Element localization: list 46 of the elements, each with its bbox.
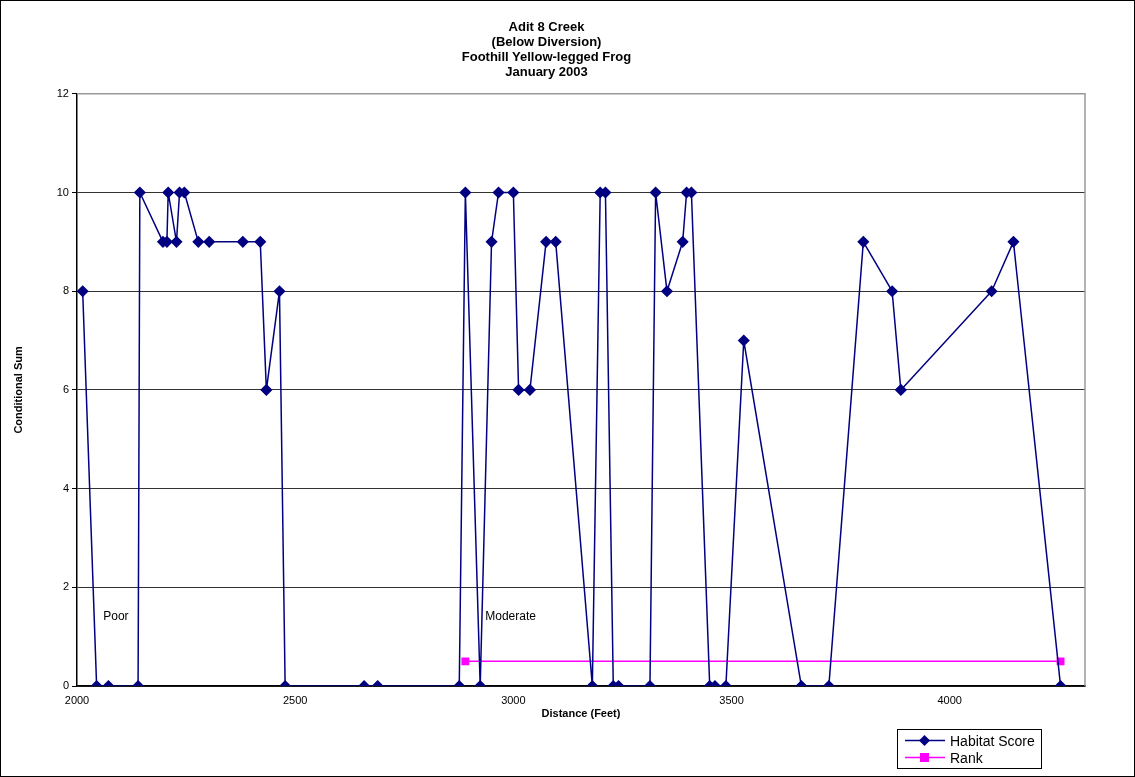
point — [549, 236, 562, 248]
y-tick-label: 0 — [62, 679, 69, 692]
point — [895, 384, 907, 396]
point — [162, 186, 174, 199]
y-tick-label: 6 — [62, 382, 69, 395]
y-tick-label: 4 — [62, 481, 69, 494]
x-axis-title: Distance (Feet) — [541, 707, 621, 720]
point — [507, 186, 520, 199]
point — [985, 285, 998, 297]
point — [260, 384, 273, 396]
y-tick-label: 8 — [62, 284, 69, 297]
point — [661, 285, 673, 297]
point — [237, 236, 249, 248]
point — [170, 236, 183, 248]
point — [738, 334, 750, 347]
point — [273, 285, 286, 297]
point — [540, 236, 552, 248]
x-tick-label: 4000 — [937, 693, 962, 706]
y-axis-title: Conditional Sum — [11, 345, 24, 434]
point — [492, 186, 505, 199]
point — [77, 285, 89, 297]
y-tick-label: 12 — [56, 86, 69, 99]
point — [459, 186, 472, 199]
x-tick-label: 2500 — [282, 693, 308, 706]
point — [485, 236, 498, 248]
point — [512, 384, 525, 396]
point — [886, 285, 898, 297]
x-tick-label: 3500 — [719, 693, 744, 706]
y-tick-label: 2 — [62, 580, 69, 593]
point — [134, 186, 146, 199]
point — [857, 236, 870, 248]
point — [676, 236, 689, 248]
x-tick-label: 3000 — [501, 693, 526, 706]
annotation: Poor — [103, 609, 129, 624]
chart-title: Adit 8 Creek (Below Diversion) Foothill Yellow-legged Frog January 2003 — [461, 19, 632, 79]
point — [524, 384, 536, 396]
annotation: Moderate — [485, 609, 537, 624]
point — [254, 236, 267, 248]
y-tick-label: 10 — [56, 185, 69, 198]
point — [192, 236, 205, 248]
legend-label: Habitat Score — [950, 732, 1035, 749]
point — [203, 236, 215, 248]
point — [1007, 236, 1020, 248]
x-tick-label: 2000 — [64, 693, 90, 706]
legend-label: Rank — [950, 749, 983, 766]
point — [649, 186, 662, 199]
